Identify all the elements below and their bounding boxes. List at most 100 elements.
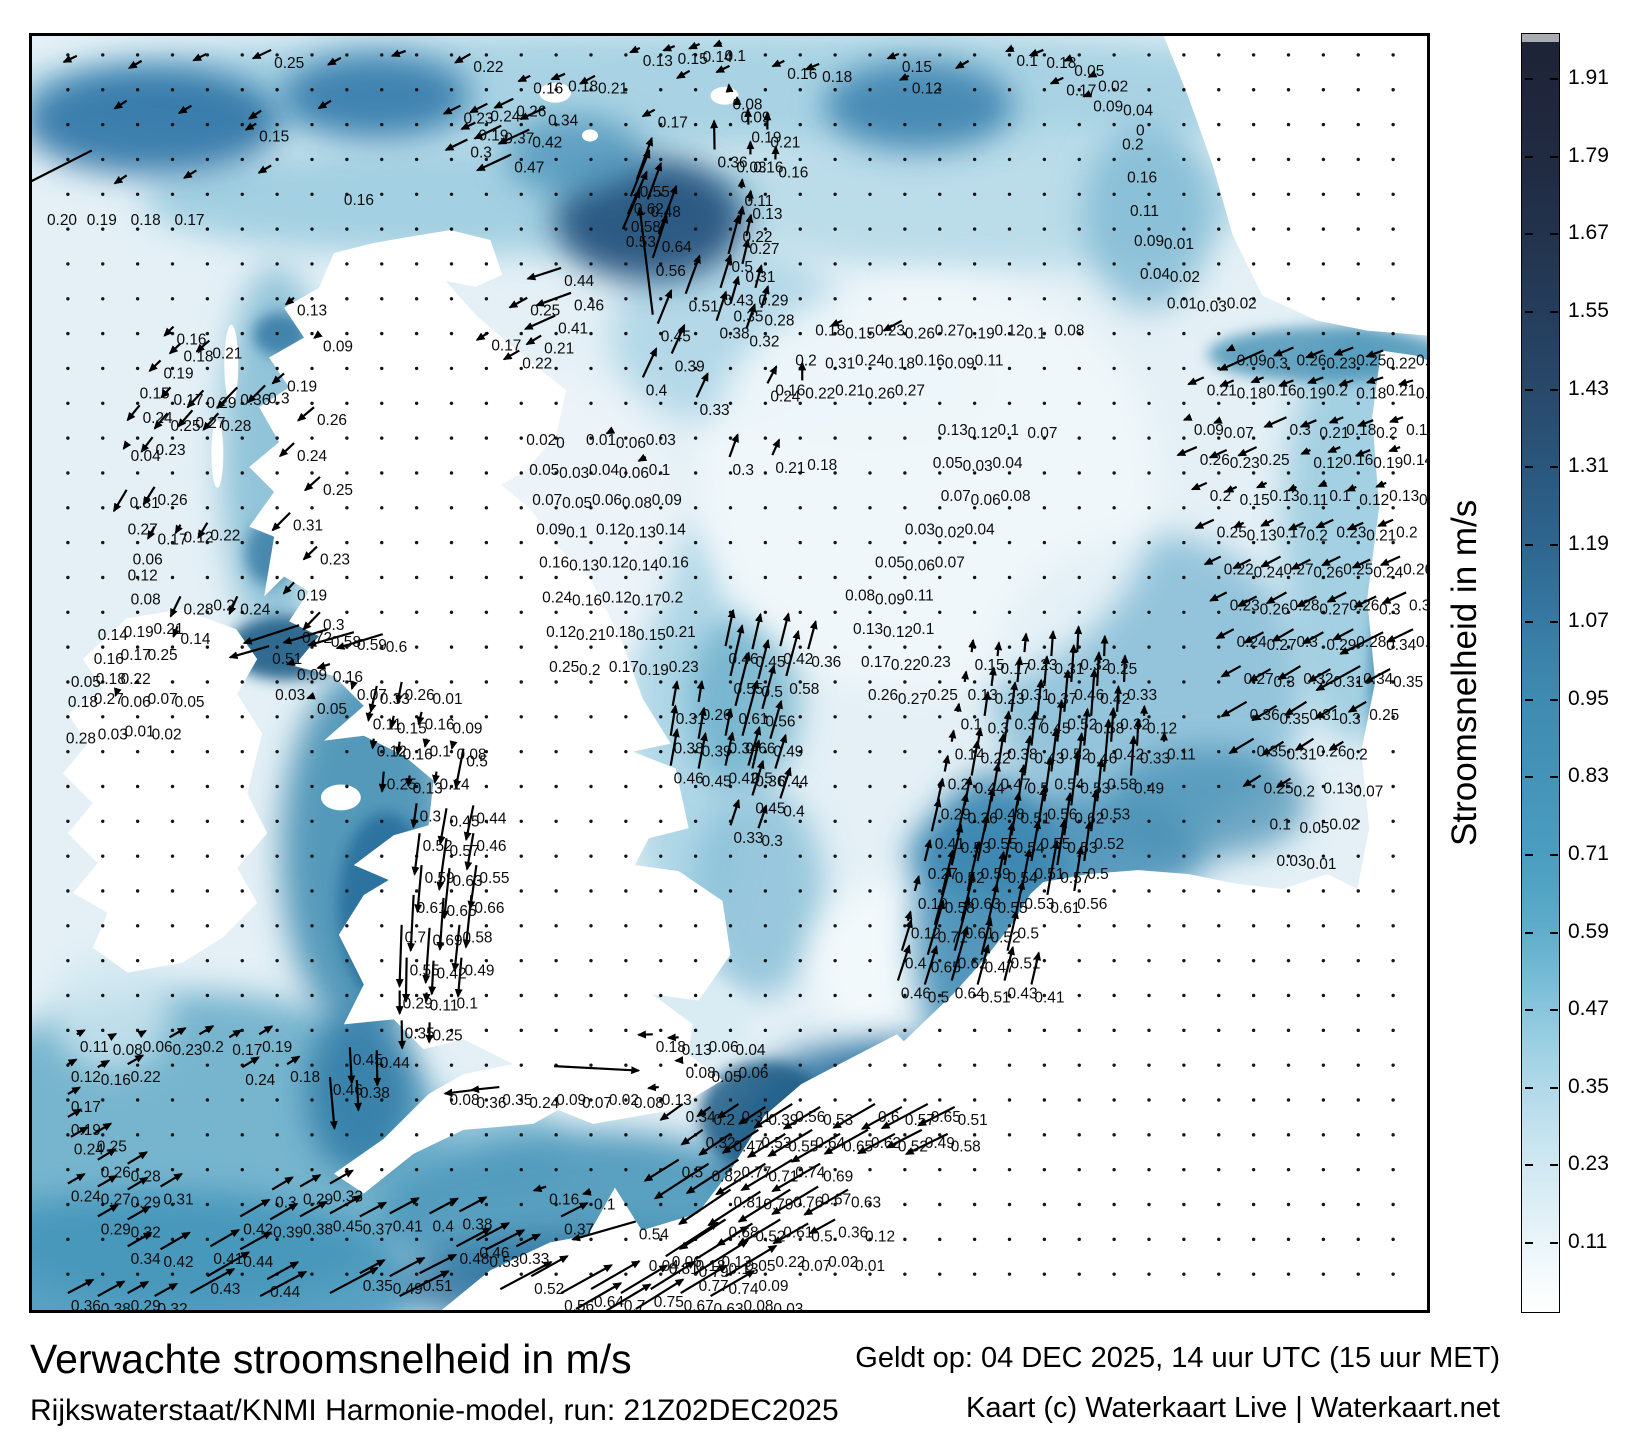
svg-text:0.12: 0.12 [883, 624, 913, 641]
svg-text:0.34: 0.34 [686, 1109, 716, 1126]
svg-text:0.63: 0.63 [714, 1301, 744, 1310]
svg-text:0.05: 0.05 [712, 1069, 742, 1086]
svg-text:0.62: 0.62 [1074, 810, 1104, 827]
svg-text:0.65: 0.65 [843, 1139, 873, 1156]
svg-text:0.71: 0.71 [768, 1169, 798, 1186]
map-panel: 0.25 0.22 0.16 0.18 0.21 0.13 0.15 0.14 0.1 0.16 0… [29, 33, 1430, 1313]
svg-text:0.3: 0.3 [1339, 711, 1360, 728]
svg-text:0.18: 0.18 [1046, 55, 1076, 72]
svg-text:0.19: 0.19 [751, 130, 781, 147]
svg-text:0.27: 0.27 [928, 866, 958, 883]
svg-text:0.55: 0.55 [479, 870, 509, 887]
svg-text:0.22: 0.22 [473, 59, 503, 76]
svg-text:0.13: 0.13 [643, 53, 673, 70]
colorbar-tick [1550, 78, 1558, 81]
svg-text:0.11: 0.11 [1299, 492, 1328, 509]
svg-text:0.45: 0.45 [755, 654, 785, 671]
colorbar-tick [1550, 854, 1558, 856]
svg-text:0.62: 0.62 [871, 1135, 901, 1152]
colorbar-tick [1550, 233, 1558, 236]
svg-text:0.13: 0.13 [1247, 528, 1277, 545]
svg-text:0.07: 0.07 [935, 555, 965, 572]
current-speed-map: 0.25 0.220.16 0.18 0.210.13 0.150.140.10.16 0… [32, 36, 1427, 1310]
svg-text:0.5: 0.5 [761, 684, 782, 701]
svg-text:0.16: 0.16 [915, 352, 945, 369]
svg-text:0.51: 0.51 [1034, 866, 1064, 883]
svg-text:0.46: 0.46 [729, 651, 759, 668]
svg-text:0.04: 0.04 [1123, 103, 1153, 120]
svg-text:0.67: 0.67 [684, 1298, 714, 1310]
svg-text:0.07: 0.07 [1224, 425, 1254, 442]
svg-text:0.3: 0.3 [1267, 355, 1288, 372]
svg-text:0.26: 0.26 [1296, 352, 1326, 369]
svg-text:0.19: 0.19 [262, 1039, 292, 1056]
svg-text:0.3: 0.3 [988, 721, 1009, 738]
svg-text:0.24: 0.24 [240, 601, 270, 618]
svg-text:0.33: 0.33 [733, 830, 763, 847]
svg-text:0.37: 0.37 [1014, 717, 1044, 734]
svg-text:0.06: 0.06 [592, 492, 622, 509]
svg-text:0.03: 0.03 [559, 465, 589, 482]
svg-text:0.27: 0.27 [128, 522, 158, 539]
svg-text:0.31: 0.31 [164, 1192, 194, 1209]
svg-text:0.12: 0.12 [183, 530, 213, 547]
svg-text:0.34: 0.34 [131, 1251, 161, 1268]
svg-text:0.21: 0.21 [1386, 382, 1416, 399]
svg-text:0.34: 0.34 [1386, 637, 1416, 654]
svg-text:0.58: 0.58 [945, 900, 975, 917]
svg-text:0.13: 0.13 [853, 621, 883, 638]
svg-text:0.04: 0.04 [993, 455, 1023, 472]
svg-text:0.44: 0.44 [243, 1254, 273, 1271]
svg-text:0.58: 0.58 [1094, 721, 1124, 738]
svg-text:0.45: 0.45 [661, 329, 691, 346]
svg-text:0.05: 0.05 [875, 555, 905, 572]
svg-text:0.16: 0.16 [1343, 452, 1373, 469]
svg-text:0.41: 0.41 [213, 1251, 243, 1268]
svg-text:0.79: 0.79 [699, 1264, 729, 1281]
svg-text:0.24: 0.24 [245, 1072, 275, 1089]
svg-text:0.53: 0.53 [1024, 896, 1054, 913]
svg-text:0.5: 0.5 [682, 1165, 703, 1182]
colorbar-tick-label: 1.79 [1568, 143, 1609, 167]
svg-text:0.16: 0.16 [94, 651, 124, 668]
svg-text:0.25: 0.25 [1217, 525, 1247, 542]
page-title: Verwachte stroomsnelheid in m/s [30, 1336, 632, 1382]
svg-text:0.24: 0.24 [529, 1095, 559, 1112]
svg-text:0.07: 0.07 [1353, 783, 1383, 800]
svg-text:0.09: 0.09 [556, 1092, 586, 1109]
svg-text:0.08: 0.08 [686, 1065, 716, 1082]
svg-text:0.13: 0.13 [413, 780, 443, 797]
svg-text:0.06: 0.06 [133, 552, 163, 569]
colorbar-tick [1525, 621, 1533, 624]
svg-text:0.11: 0.11 [1419, 492, 1427, 509]
svg-text:0.19: 0.19 [87, 212, 117, 229]
svg-text:0.32: 0.32 [749, 334, 779, 351]
svg-text:0.12: 0.12 [1313, 455, 1343, 472]
svg-text:0.17: 0.17 [121, 647, 151, 664]
svg-text:0.2: 0.2 [1396, 525, 1417, 542]
svg-text:0.09: 0.09 [1237, 352, 1267, 369]
svg-text:0.2: 0.2 [714, 1112, 735, 1129]
svg-text:0.18: 0.18 [815, 323, 845, 340]
svg-text:0.25: 0.25 [1356, 352, 1386, 369]
svg-text:0.29: 0.29 [758, 293, 788, 310]
svg-text:0.06: 0.06 [905, 557, 935, 574]
svg-text:0.16: 0.16 [403, 747, 433, 764]
svg-text:0.09: 0.09 [758, 1278, 788, 1295]
colorbar-tick-label: 0.59 [1568, 919, 1609, 943]
svg-text:0.07: 0.07 [1416, 352, 1427, 369]
svg-text:0.1: 0.1 [998, 422, 1019, 439]
svg-text:0.48: 0.48 [651, 204, 681, 221]
svg-text:0.51: 0.51 [1010, 956, 1040, 973]
svg-text:0.21: 0.21 [212, 345, 242, 362]
svg-text:0.02: 0.02 [609, 1092, 639, 1109]
svg-text:0.05: 0.05 [174, 694, 204, 711]
svg-text:0.17: 0.17 [491, 338, 521, 355]
svg-text:0.05: 0.05 [1299, 820, 1329, 837]
svg-text:0.06: 0.06 [971, 492, 1001, 509]
svg-text:0.08: 0.08 [743, 1298, 773, 1310]
svg-text:0.27: 0.27 [1267, 637, 1297, 654]
svg-text:0.53: 0.53 [1067, 840, 1097, 857]
svg-text:0.2: 0.2 [579, 662, 600, 679]
svg-text:0.5: 0.5 [466, 754, 487, 771]
